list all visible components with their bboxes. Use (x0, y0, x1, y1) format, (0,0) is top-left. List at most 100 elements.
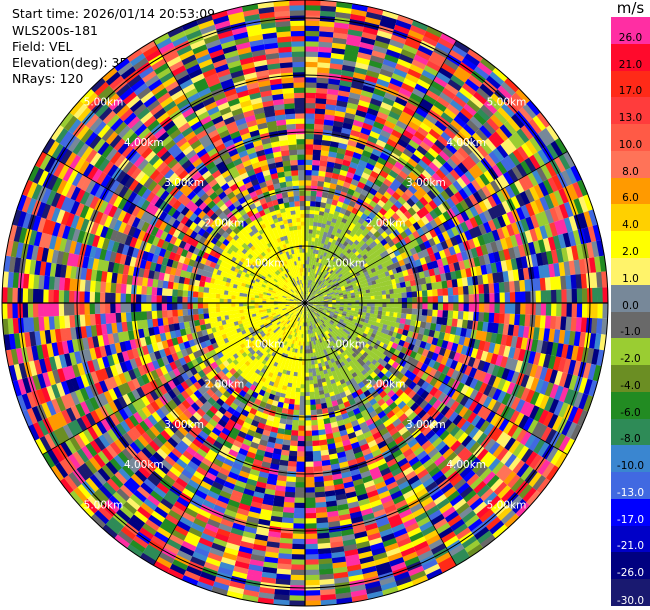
velocity-gate (322, 292, 327, 296)
velocity-gate (336, 315, 342, 319)
velocity-gate (293, 328, 297, 333)
velocity-gate (319, 230, 325, 236)
velocity-gate (276, 363, 282, 369)
velocity-gate (329, 350, 335, 356)
velocity-gate (278, 351, 283, 357)
velocity-gate (309, 205, 316, 211)
velocity-gate (289, 371, 295, 377)
velocity-gate (308, 305, 312, 309)
velocity-gate (377, 314, 382, 320)
velocity-gate (377, 357, 384, 365)
velocity-gate (334, 281, 339, 286)
velocity-gate (327, 307, 332, 311)
velocity-gate (322, 341, 327, 346)
velocity-gate (313, 273, 317, 278)
velocity-gate (310, 248, 314, 254)
velocity-gate (377, 351, 384, 358)
velocity-gate (332, 257, 338, 263)
velocity-gate (309, 329, 312, 334)
velocity-gate (299, 248, 303, 253)
velocity-gate (338, 273, 343, 278)
velocity-gate (333, 322, 338, 326)
velocity-gate (315, 196, 322, 203)
velocity-gate (299, 325, 302, 331)
velocity-gate (463, 303, 470, 312)
velocity-gate (384, 315, 390, 321)
velocity-gate (323, 315, 329, 320)
velocity-gate (342, 291, 348, 295)
velocity-gate (309, 217, 314, 222)
velocity-gate (308, 304, 313, 306)
velocity-gate (310, 321, 313, 326)
velocity-gate (310, 280, 313, 285)
velocity-gate (388, 316, 394, 322)
velocity-gate (307, 291, 309, 296)
velocity-gate (576, 288, 583, 303)
velocity-gate (358, 323, 364, 329)
velocity-gate (309, 317, 313, 322)
velocity-gate (312, 301, 317, 303)
velocity-gate (342, 334, 348, 340)
velocity-gate (540, 290, 547, 303)
velocity-gate (346, 290, 351, 295)
velocity-gate (385, 289, 391, 295)
velocity-gate (289, 394, 296, 400)
velocity-gate (311, 260, 314, 265)
velocity-gate (312, 306, 316, 309)
velocity-gate (317, 330, 321, 336)
velocity-gate (306, 306, 308, 311)
velocity-gate (317, 275, 321, 280)
velocity-gate (332, 329, 337, 334)
velocity-gate (324, 331, 328, 336)
velocity-gate (307, 306, 311, 310)
velocity-gate (326, 311, 331, 315)
velocity-gate (295, 344, 299, 350)
velocity-gate (313, 344, 318, 349)
velocity-gate (327, 329, 332, 334)
velocity-gate (314, 210, 320, 215)
velocity-gate (360, 283, 366, 288)
velocity-gate (324, 207, 331, 214)
velocity-gate (320, 337, 325, 343)
velocity-gate (320, 268, 325, 273)
velocity-gate (308, 264, 312, 269)
velocity-gate (525, 303, 531, 315)
velocity-gate (300, 213, 305, 218)
velocity-gate (307, 341, 310, 346)
velocity-gate (314, 269, 318, 274)
velocity-gate (374, 306, 379, 311)
velocity-gate (334, 292, 340, 295)
velocity-gate (331, 294, 336, 298)
velocity-gate (307, 305, 311, 310)
velocity-gate (320, 329, 325, 334)
velocity-gate (317, 218, 323, 224)
velocity-gate (330, 310, 336, 313)
velocity-gate (333, 274, 339, 279)
velocity-gate (308, 304, 313, 307)
velocity-gate (328, 298, 333, 301)
velocity-gate (223, 298, 228, 303)
velocity-gate (309, 395, 316, 401)
velocity-gate (597, 303, 604, 319)
velocity-gate (295, 209, 301, 215)
velocity-gate (336, 324, 342, 329)
velocity-gate (392, 283, 398, 290)
velocity-gate (306, 306, 308, 311)
velocity-gate (307, 305, 312, 309)
velocity-gate (322, 269, 327, 274)
velocity-gate (311, 256, 315, 262)
velocity-gate (327, 359, 332, 365)
velocity-gate (290, 327, 294, 332)
velocity-gate (302, 306, 305, 311)
velocity-gate (354, 308, 360, 312)
velocity-gate (330, 221, 336, 227)
velocity-gate (333, 280, 338, 284)
velocity-gate (581, 288, 588, 303)
velocity-gate (551, 303, 557, 317)
velocity-gate (333, 288, 338, 292)
velocity-gate (321, 345, 326, 351)
velocity-gate (314, 206, 321, 212)
velocity-gate (312, 305, 317, 307)
velocity-gate (371, 359, 378, 366)
velocity-gate (295, 391, 301, 397)
